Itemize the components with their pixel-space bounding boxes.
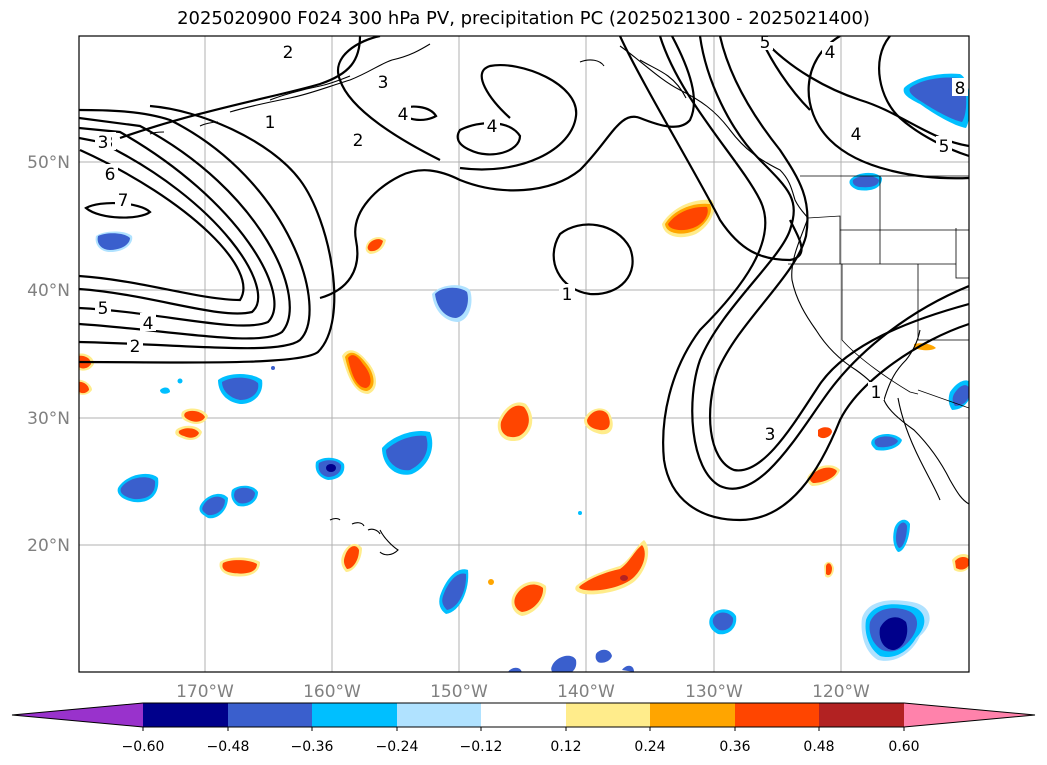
contour-label-bg bbox=[280, 42, 296, 60]
graticule bbox=[79, 36, 969, 672]
lon-label: 160°W bbox=[303, 682, 361, 702]
contour-label: 2 bbox=[130, 337, 141, 357]
contour-label: 3 bbox=[765, 425, 776, 445]
colorbar-tick-label: −0.12 bbox=[460, 739, 503, 755]
colorbar bbox=[11, 702, 1036, 731]
contour-label: 7 bbox=[118, 191, 129, 211]
contour-label-bg bbox=[95, 132, 111, 150]
map-frame bbox=[78, 35, 970, 673]
colorbar-segment bbox=[735, 703, 819, 727]
contour-label-bg bbox=[127, 336, 143, 354]
colorbar-segment bbox=[481, 703, 566, 727]
lat-label: 20°N bbox=[27, 536, 70, 556]
contour-label: 5 bbox=[98, 299, 109, 319]
colorbar-extend-high bbox=[904, 703, 1035, 727]
contour-label-bg bbox=[115, 190, 131, 208]
lat-label: 50°N bbox=[27, 153, 70, 173]
map-title: 2025020900 F024 300 hPa PV, precipitatio… bbox=[177, 8, 870, 29]
colorbar-tick-label: 0.48 bbox=[803, 739, 834, 755]
lat-label: 40°N bbox=[27, 281, 70, 301]
latitude-labels: 50°N 40°N 30°N 20°N bbox=[27, 153, 70, 556]
lon-label: 120°W bbox=[812, 682, 870, 702]
contour-label: 4 bbox=[851, 125, 862, 145]
contour-label: 2 bbox=[353, 131, 364, 151]
colorbar-tick-label: −0.36 bbox=[291, 739, 334, 755]
lon-label: 150°W bbox=[430, 682, 488, 702]
colorbar-tick-label: 0.60 bbox=[888, 739, 919, 755]
contour-label-bg bbox=[822, 42, 838, 60]
contour-label: 1 bbox=[265, 113, 276, 133]
contour-label: 5 bbox=[939, 137, 950, 157]
colorbar-segment bbox=[650, 703, 735, 727]
colorbar-tick-label: 0.36 bbox=[719, 739, 750, 755]
colorbar-segment bbox=[312, 703, 397, 727]
contour-label: 3 bbox=[378, 73, 389, 93]
contour-label-bg bbox=[762, 424, 778, 442]
colorbar-extend-low bbox=[12, 703, 143, 727]
contour-label-bg bbox=[140, 313, 156, 331]
contour-label-bg bbox=[102, 164, 118, 182]
contour-label-bg bbox=[484, 116, 500, 134]
longitude-labels: 170°W 160°W 150°W 140°W 130°W 120°W bbox=[176, 682, 870, 702]
contour-label-bg bbox=[559, 284, 575, 302]
lon-label: 140°W bbox=[557, 682, 615, 702]
pv-contours bbox=[79, 36, 969, 522]
colorbar-segment bbox=[143, 703, 228, 727]
contour-label-bg bbox=[848, 124, 864, 142]
contour-label: 8 bbox=[955, 79, 966, 99]
colorbar-tick-label: −0.24 bbox=[376, 739, 419, 755]
contour-label-bg bbox=[952, 78, 968, 96]
contour-label-bg bbox=[395, 104, 411, 122]
contour-label-bg bbox=[95, 298, 111, 316]
colorbar-segment bbox=[819, 703, 904, 727]
contour-label-bg bbox=[350, 130, 366, 148]
contour-label-bg bbox=[868, 382, 884, 400]
colorbar-segment bbox=[397, 703, 481, 727]
contour-label-bg bbox=[375, 72, 391, 90]
contour-label-bg bbox=[936, 136, 952, 154]
precip-positive-anomalies bbox=[79, 199, 969, 616]
lat-label: 30°N bbox=[27, 409, 70, 429]
political-borders bbox=[788, 175, 969, 409]
contour-label: 4 bbox=[825, 43, 836, 63]
lon-label: 130°W bbox=[685, 682, 743, 702]
contour-label: 4 bbox=[398, 105, 409, 125]
colorbar-tick-label: −0.60 bbox=[122, 739, 165, 755]
contour-label-bg bbox=[262, 112, 278, 130]
precip-negative-anomalies bbox=[95, 73, 969, 672]
colorbar-segment bbox=[566, 703, 650, 727]
contour-label: 6 bbox=[105, 165, 116, 185]
colorbar-tick-label: 0.12 bbox=[550, 739, 581, 755]
contour-label: 4 bbox=[143, 314, 154, 334]
contour-label: 1 bbox=[871, 383, 882, 403]
lon-label: 170°W bbox=[176, 682, 234, 702]
colorbar-tick-label: −0.48 bbox=[207, 739, 250, 755]
contour-label: 5 bbox=[760, 33, 771, 53]
contour-label: 4 bbox=[487, 117, 498, 137]
colorbar-segment bbox=[228, 703, 312, 727]
contour-label: 2 bbox=[283, 43, 294, 63]
contour-label: 1 bbox=[562, 285, 573, 305]
contour-label: 3 bbox=[98, 133, 109, 153]
colorbar-tick-label: 0.24 bbox=[634, 739, 665, 755]
colorbar-labels: −0.60 −0.48 −0.36 −0.24 −0.12 0.12 0.24 … bbox=[122, 739, 920, 755]
